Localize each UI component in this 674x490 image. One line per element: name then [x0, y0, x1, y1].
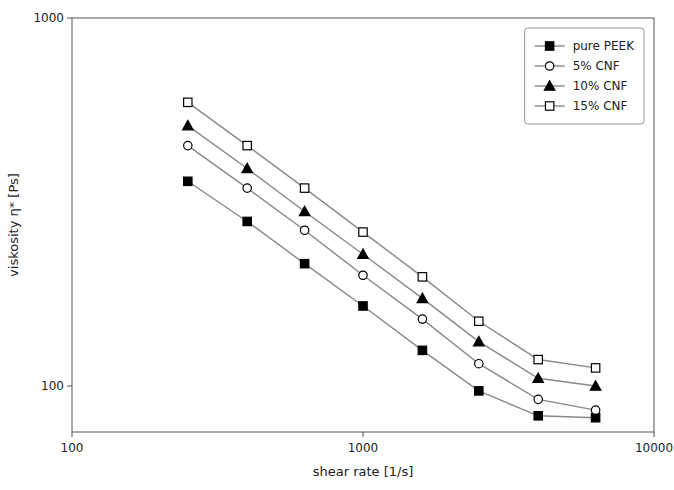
- legend-label: pure PEEK: [573, 39, 635, 53]
- data-point: [475, 387, 483, 395]
- legend-swatch-marker: [545, 102, 553, 110]
- data-point: [184, 141, 192, 149]
- data-point: [184, 177, 192, 185]
- data-point: [243, 184, 251, 192]
- series-line: [188, 181, 596, 417]
- data-point: [417, 293, 428, 302]
- data-point: [418, 315, 426, 323]
- data-layer: [183, 98, 601, 422]
- data-point: [591, 406, 599, 414]
- data-point: [243, 217, 251, 225]
- x-tick: [363, 432, 364, 437]
- chart: 100 1000 10000 100 1000 shear rate [1/s] visko…: [0, 0, 674, 490]
- data-point: [591, 364, 599, 372]
- data-point: [474, 336, 485, 345]
- series-line: [188, 146, 596, 411]
- data-point: [534, 355, 542, 363]
- data-point: [359, 302, 367, 310]
- series-line: [188, 126, 596, 386]
- legend-label: 15% CNF: [573, 99, 628, 113]
- data-point: [184, 98, 192, 106]
- data-point: [300, 259, 308, 267]
- data-point: [243, 141, 251, 149]
- x-tick: [654, 432, 655, 437]
- data-point: [359, 271, 367, 279]
- data-point: [183, 120, 194, 129]
- data-point: [590, 381, 601, 390]
- plot-area: [72, 18, 654, 432]
- data-point: [475, 317, 483, 325]
- x-tick-label: 10000: [635, 441, 673, 455]
- x-tick-label: 1000: [348, 441, 379, 455]
- data-point: [533, 373, 544, 382]
- data-point: [300, 226, 308, 234]
- data-point: [534, 412, 542, 420]
- data-point: [299, 206, 310, 215]
- x-tick-label: 100: [61, 441, 84, 455]
- legend-label: 10% CNF: [573, 79, 628, 93]
- legend-label: 5% CNF: [573, 59, 620, 73]
- plot-frame: [72, 18, 654, 432]
- legend-swatch-marker: [544, 81, 555, 90]
- data-point: [418, 346, 426, 354]
- data-point: [418, 273, 426, 281]
- legend: pure PEEK 5% CNF 10% CNF 15% CNF: [525, 28, 644, 124]
- data-point: [358, 249, 369, 258]
- legend-swatch-marker: [545, 62, 553, 70]
- x-axis-label: shear rate [1/s]: [313, 464, 414, 479]
- y-tick-label: 1000: [33, 11, 64, 25]
- y-tick: [67, 386, 72, 387]
- x-tick: [72, 432, 73, 437]
- y-axis-label: viskosity η* [Ps]: [6, 173, 21, 277]
- legend-box: [525, 28, 644, 124]
- legend-swatch-marker: [545, 42, 553, 50]
- data-point: [300, 184, 308, 192]
- y-tick-label: 100: [41, 379, 64, 393]
- data-point: [359, 228, 367, 236]
- data-point: [534, 395, 542, 403]
- y-tick: [67, 18, 72, 19]
- series-line: [188, 102, 596, 368]
- data-point: [242, 163, 253, 172]
- data-point: [475, 359, 483, 367]
